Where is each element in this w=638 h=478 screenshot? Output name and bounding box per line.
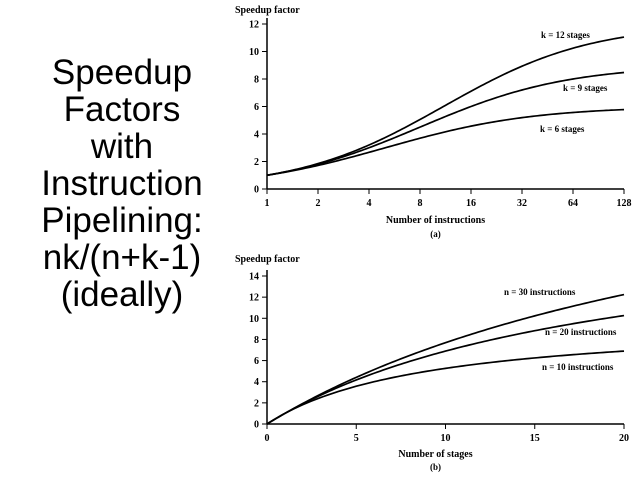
title-line: Instruction [41,164,203,203]
x-tick-label: 15 [530,433,540,444]
chart-sublabel: (b) [430,462,441,472]
speedup-vs-stages-chart: Speedup factor 0 2 4 6 8 10 12 14 0 5 10 15 20 Number … [235,254,629,472]
y-tick-label: 8 [254,335,259,346]
y-tick-label: 2 [254,157,259,168]
y-tick-label: 10 [249,314,259,325]
x-tick-label: 8 [418,198,423,209]
chart-sublabel: (a) [430,229,441,239]
series-line [266,293,625,425]
y-tick-label: 8 [254,75,259,86]
series-line [266,108,625,177]
y-tick-label: 14 [249,272,259,283]
series-label: k = 12 stages [541,30,590,40]
y-tick-label: 6 [254,102,259,113]
series-label: k = 9 stages [563,83,608,93]
y-tick-label: 0 [254,185,259,196]
series-line [266,36,625,177]
title-line: (ideally) [60,275,184,314]
y-tick-label: 2 [254,398,259,409]
series-line [266,71,625,177]
x-tick-label: 2 [316,198,321,209]
x-tick-label: 0 [265,433,270,444]
series-label: n = 20 instructions [545,327,617,337]
y-tick-label: 10 [249,47,259,58]
series-label: n = 10 instructions [542,362,614,372]
x-tick-label: 10 [441,433,451,444]
title-line: Factors [63,90,181,129]
y-tick-label: 12 [249,20,259,31]
x-tick-label: 1 [265,198,270,209]
series-label: n = 30 instructions [504,287,576,297]
x-axis-label: Number of stages [398,449,472,460]
y-tick-label: 6 [254,356,259,367]
series-label: k = 6 stages [540,124,585,134]
title-line: Pipelining: [41,201,203,240]
y-tick-label: 0 [254,420,259,431]
x-tick-label: 4 [367,198,372,209]
x-axis-label: Number of instructions [386,215,485,226]
y-tick-label: 4 [254,130,259,141]
y-tick-label: 4 [254,377,259,388]
x-tick-label: 64 [568,198,578,209]
slide-title: Speedup Factors with Instruction Pipelin… [26,54,218,313]
title-line: nk/(n+k-1) [42,238,202,277]
x-tick-label: 16 [466,198,476,209]
title-line: Speedup [51,53,193,92]
x-tick-label: 5 [354,433,359,444]
y-axis-label: Speedup factor [235,254,300,265]
x-tick-label: 32 [517,198,527,209]
y-axis-label: Speedup factor [235,5,300,16]
title-line: with [90,127,154,166]
y-tick-label: 12 [249,293,259,304]
x-tick-label: 128 [617,198,632,209]
x-tick-label: 20 [619,433,629,444]
